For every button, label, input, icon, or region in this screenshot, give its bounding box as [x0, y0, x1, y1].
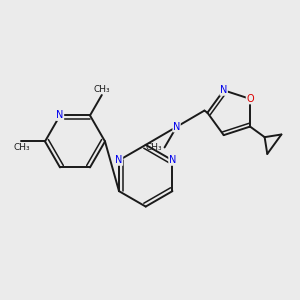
Text: O: O: [246, 94, 254, 104]
Text: N: N: [56, 110, 64, 120]
Text: N: N: [169, 155, 176, 165]
Text: CH₃: CH₃: [13, 143, 30, 152]
Text: N: N: [220, 85, 227, 95]
Text: N: N: [115, 155, 123, 165]
Text: CH₃: CH₃: [146, 143, 162, 152]
Text: CH₃: CH₃: [94, 85, 110, 94]
Text: N: N: [173, 122, 180, 132]
